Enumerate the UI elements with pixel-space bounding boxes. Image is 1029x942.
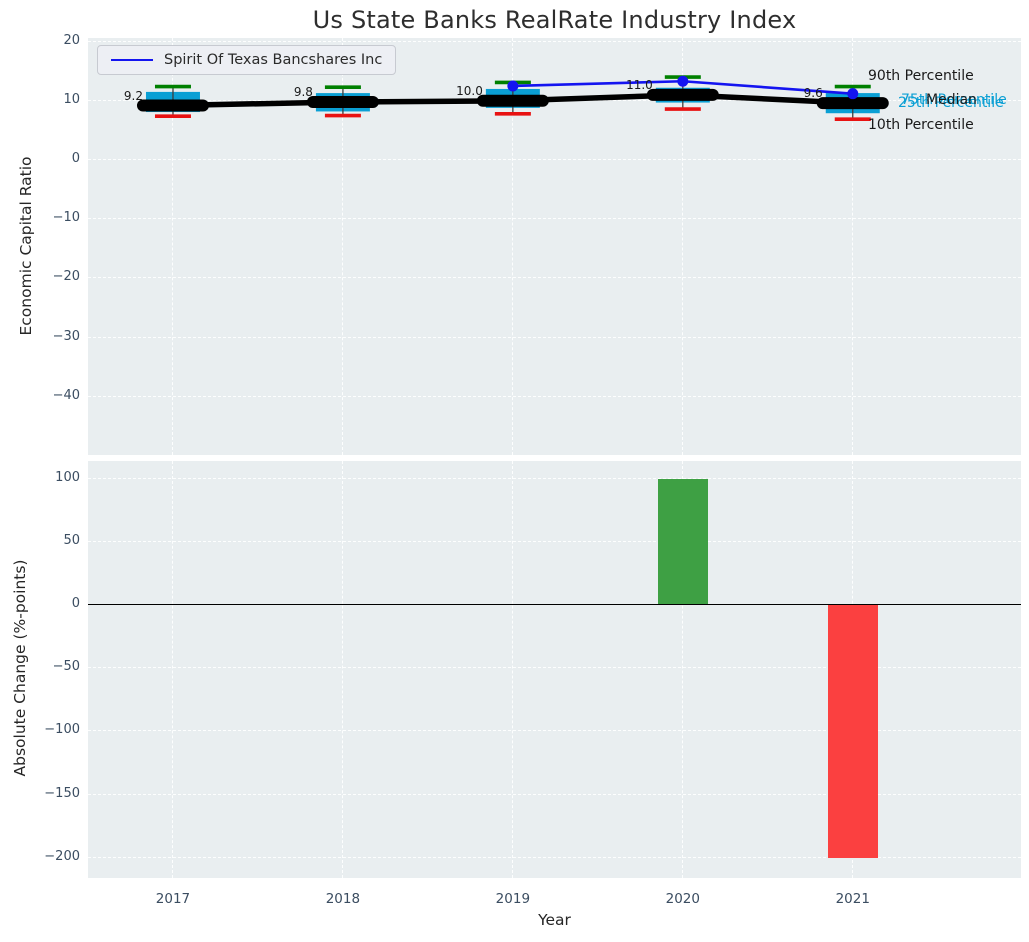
bottom-plot-area [88,461,1021,878]
company-point-2 [847,88,859,100]
x-tick-label: 2019 [495,891,531,907]
gridline-horizontal [88,856,1021,858]
side-label-90th: 90th Percentile [868,68,974,84]
gridline-vertical [851,38,853,455]
top-y-tick-label: −20 [52,269,80,285]
side-label-25th: 25th Percentile [898,95,1004,111]
bottom-y-tick-label: 100 [55,469,80,485]
bottom-y-tick-label: −200 [44,848,80,864]
side-label-10th: 10th Percentile [868,117,974,133]
x-tick-label: 2018 [325,891,361,907]
top-plot-area [88,38,1021,455]
legend-label: Spirit Of Texas Bancshares Inc [164,52,383,68]
zero-line [88,604,1021,606]
gridline-horizontal [88,395,1021,397]
top-y-tick-label: 10 [63,91,80,107]
gridline-horizontal [88,667,1021,669]
gridline-horizontal [88,793,1021,795]
gridline-horizontal [88,277,1021,279]
gridline-horizontal [88,477,1021,479]
side-label-75th: 75th Percentile [901,92,1007,108]
x-tick-label: 2020 [665,891,700,907]
median-line [172,92,853,109]
gridline-vertical [341,461,343,878]
change-bar-positive-2020 [657,478,708,606]
top-y-tick-label: −40 [52,387,80,403]
top-y-tick-label: 20 [63,32,80,48]
company-point-1 [677,75,689,87]
side-label-median: Median [926,92,977,108]
gridline-horizontal [88,336,1021,338]
gridline-horizontal [88,40,1021,42]
median-value-label: 9.8 [293,84,313,99]
legend[interactable]: Spirit Of Texas Bancshares Inc [97,45,397,75]
gridline-vertical [171,38,173,455]
boxplot-overlay [136,75,889,121]
gridline-vertical [681,461,683,878]
company-point-0 [507,80,519,92]
gridline-horizontal [88,540,1021,542]
gridline-vertical [511,461,513,878]
gridline-vertical [681,38,683,455]
x-axis-label: Year [538,911,571,929]
x-tick-label: 2021 [835,891,870,907]
chart-title: Us State Banks RealRate Industry Index [312,6,797,34]
gridline-vertical [341,38,343,455]
bottom-y-tick-label: −150 [44,785,80,801]
bottom-y-tick-label: 0 [71,596,80,612]
top-y-tick-label: −10 [52,210,80,226]
bottom-y-tick-label: −100 [44,722,80,738]
legend-line-swatch [111,59,153,61]
median-value-label: 9.6 [803,86,823,101]
top-y-axis-label: Economic Capital Ratio [17,156,35,336]
top-y-tick-label: 0 [71,151,80,167]
gridline-vertical [171,461,173,878]
gridline-vertical [511,38,513,455]
top-y-tick-label: −30 [52,328,80,344]
gridline-horizontal [88,159,1021,161]
median-value-label: 10.0 [456,83,483,98]
gridline-horizontal [88,218,1021,220]
median-value-label: 11.0 [626,77,653,92]
x-tick-label: 2017 [155,891,191,907]
bottom-y-tick-label: −50 [52,659,80,675]
change-bar-negative-2021 [827,605,878,858]
median-value-label: 9.2 [123,88,143,103]
gridline-horizontal [88,730,1021,732]
bottom-y-tick-label: 50 [63,532,80,548]
